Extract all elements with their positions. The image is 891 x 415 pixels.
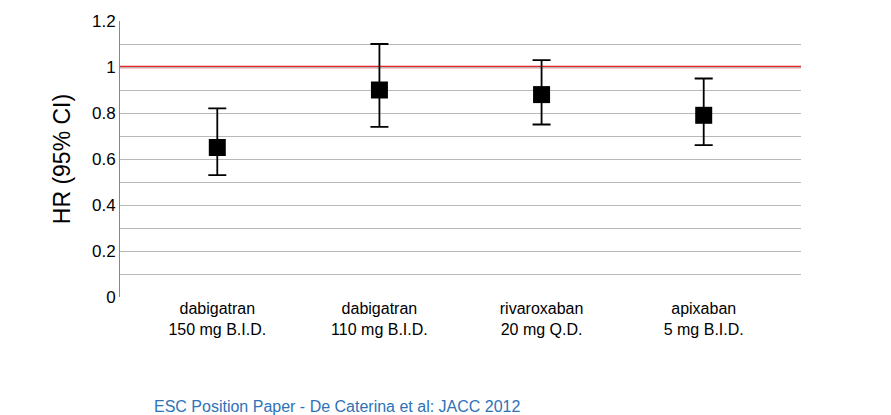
svg-text:1.2: 1.2 (92, 12, 116, 31)
svg-text:dabigatran150 mg B.I.D.: dabigatran150 mg B.I.D. (168, 300, 266, 338)
svg-text:1: 1 (106, 58, 115, 77)
svg-text:0.6: 0.6 (92, 150, 116, 169)
svg-text:0.2: 0.2 (92, 242, 116, 261)
svg-text:0.4: 0.4 (92, 196, 116, 215)
svg-text:ESC Position Paper - De Cateri: ESC Position Paper - De Caterina et al: … (154, 398, 521, 415)
svg-text:HR (95% CI): HR (95% CI) (49, 94, 75, 224)
svg-text:0: 0 (106, 288, 115, 307)
svg-text:0.8: 0.8 (92, 104, 116, 123)
svg-text:apixaban5 mg B.I.D.: apixaban5 mg B.I.D. (664, 300, 744, 338)
svg-text:dabigatran110 mg B.I.D.: dabigatran110 mg B.I.D. (331, 300, 428, 338)
svg-text:rivaroxaban20 mg Q.D.: rivaroxaban20 mg Q.D. (500, 300, 584, 338)
